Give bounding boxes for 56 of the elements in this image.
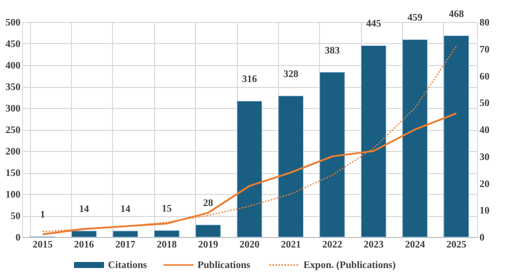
bar [402, 39, 428, 238]
data-label: 1 [40, 210, 46, 221]
data-label: 328 [283, 68, 298, 80]
x-tick-label: 2021 [280, 240, 301, 250]
y-tick-label: 200 [6, 146, 20, 158]
x-tick-label: 2017 [115, 240, 136, 250]
data-label: 15 [162, 204, 172, 215]
bar [444, 36, 469, 238]
x-tick-label: 2024 [404, 240, 425, 250]
y-tick-label: 350 [6, 82, 20, 93]
legend-label: Expon. (Publications) [304, 260, 396, 271]
y2-tick-label: 0 [480, 232, 484, 244]
bar [320, 72, 345, 238]
x-tick-label: 2025 [446, 240, 466, 250]
y-tick-label: 100 [6, 190, 20, 200]
x-tick-label: 2020 [240, 240, 260, 250]
x-tick-label: 2019 [198, 240, 218, 250]
y-tick-label: 50 [10, 211, 20, 222]
y-tick-label: 500 [6, 18, 20, 28]
legend-label: Publications [198, 260, 250, 271]
y2-tick-label: 30 [480, 152, 490, 163]
y2-tick-label: 10 [480, 206, 490, 217]
y-tick-label: 0 [16, 232, 20, 244]
y2-tick-label: 70 [480, 44, 490, 56]
bar [71, 230, 97, 238]
data-label: 383 [324, 45, 340, 56]
line-series [42, 46, 457, 232]
y-tick-label: 150 [6, 168, 20, 179]
y2-tick-label: 40 [480, 125, 490, 136]
y-tick-label: 400 [6, 60, 20, 72]
y2-tick-label: 50 [480, 98, 490, 110]
y-tick-label: 450 [6, 39, 20, 50]
y-tick-label: 300 [6, 104, 20, 114]
bar [360, 45, 386, 238]
data-label: 445 [366, 18, 382, 30]
data-label: 14 [79, 204, 90, 215]
data-label: 28 [203, 198, 214, 209]
bar [278, 96, 304, 238]
bar [154, 230, 180, 238]
bar [195, 224, 221, 238]
y2-tick-label: 60 [480, 71, 490, 82]
data-label: 14 [120, 204, 130, 215]
bar [236, 100, 262, 238]
data-label: 459 [407, 12, 422, 24]
y-tick-label: 250 [6, 125, 20, 136]
x-tick-label: 2018 [156, 240, 177, 250]
data-label: 468 [448, 8, 464, 20]
y2-tick-label: 20 [480, 178, 490, 190]
x-tick-label: 2015 [32, 240, 53, 250]
data-label: 316 [242, 74, 257, 86]
y2-tick-label: 80 [480, 18, 490, 28]
x-tick-label: 2023 [364, 240, 384, 250]
bar [112, 230, 138, 238]
x-tick-label: 2016 [74, 240, 94, 250]
x-tick-label: 2022 [322, 240, 342, 250]
legend-label: Citations [108, 260, 147, 271]
